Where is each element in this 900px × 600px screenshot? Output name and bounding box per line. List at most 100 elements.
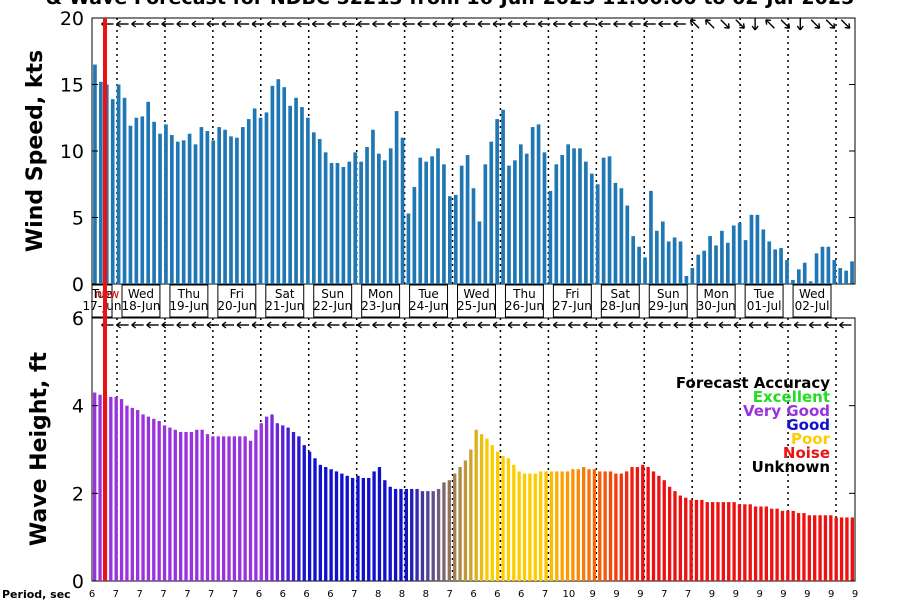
wind-bar	[205, 131, 210, 284]
direction-arrow	[221, 20, 235, 28]
wave-bar	[157, 421, 161, 581]
period-value: 9	[828, 589, 834, 600]
period-value: 9	[637, 589, 643, 600]
day-label-box	[409, 284, 449, 318]
direction-arrow	[116, 321, 129, 329]
wind-bar	[773, 249, 777, 284]
day-name: Wed	[463, 287, 489, 301]
wind-bar	[170, 135, 174, 284]
direction-arrow	[236, 321, 250, 329]
day-label-box	[744, 284, 784, 318]
wind-bar	[442, 164, 446, 284]
wave-bar	[710, 502, 715, 581]
wave-bar	[485, 438, 489, 581]
period-row: Period, sec 6 7 7 7 7 7 7 6 6 6 6 7 8 8 8 7 6 6 6 7 10 9 9 9 7 7 9…	[2, 588, 858, 600]
day-date: 01-Jul	[747, 299, 782, 313]
direction-arrow	[793, 321, 807, 329]
wind-bar	[448, 196, 452, 284]
wind-bar	[578, 148, 582, 284]
direction-arrow	[372, 321, 385, 329]
wave-bar	[522, 473, 527, 581]
wind-bar	[146, 101, 151, 284]
wind-bar	[477, 221, 482, 284]
direction-arrow	[748, 321, 762, 329]
wind-bar	[725, 242, 730, 284]
wind-bar	[678, 241, 683, 284]
direction-arrow	[673, 321, 686, 329]
wind-bar	[240, 127, 245, 284]
wind-bar	[530, 127, 535, 284]
wave-bar	[259, 423, 263, 581]
wave-bars	[93, 392, 854, 581]
period-value: 6	[327, 589, 333, 600]
direction-arrow	[810, 19, 821, 29]
wind-bar	[235, 137, 239, 284]
wave-bar	[340, 473, 344, 581]
direction-arrow	[704, 19, 715, 29]
period-value: 8	[423, 589, 429, 600]
wind-bar	[820, 246, 825, 284]
wind-bar	[643, 257, 647, 284]
direction-arrow	[780, 19, 791, 29]
period-value: 6	[494, 589, 500, 600]
wave-bar	[560, 471, 564, 581]
day-label-box	[457, 284, 496, 318]
wave-bar	[130, 407, 134, 581]
wind-bar	[548, 190, 553, 284]
y-tick-label: 6	[72, 308, 84, 330]
wind-bar	[223, 129, 227, 284]
wave-bar	[603, 471, 607, 581]
wind-bar	[152, 121, 156, 285]
period-value: 7	[113, 589, 119, 600]
wave-bar	[447, 480, 451, 581]
legend-item: Poor	[791, 430, 831, 448]
direction-arrow	[643, 321, 656, 329]
wave-bar	[114, 396, 118, 581]
wave-bar	[791, 510, 795, 581]
wave-bar	[565, 471, 570, 581]
wind-bar	[731, 225, 736, 284]
direction-arrow	[176, 20, 189, 28]
direction-arrow	[327, 321, 340, 329]
wind-bar	[785, 260, 789, 284]
wave-bar	[850, 517, 854, 581]
direction-arrow	[176, 321, 189, 329]
legend-item: Very Good	[743, 402, 830, 420]
period-value: 6	[470, 589, 476, 600]
wave-bar	[318, 464, 323, 581]
direction-arrow	[281, 20, 295, 28]
wave-bar	[243, 436, 247, 581]
wave-bar	[834, 517, 838, 581]
direction-arrow	[311, 20, 325, 28]
wave-bar	[356, 475, 360, 581]
direction-arrow	[477, 321, 491, 329]
wave-bar	[775, 508, 779, 581]
wind-bar	[400, 137, 405, 284]
wind-bar	[660, 221, 665, 284]
wave-bar	[361, 477, 366, 581]
wind-bar	[246, 119, 251, 284]
direction-arrow	[387, 321, 400, 329]
wave-bar	[592, 469, 597, 581]
wind-bar	[631, 236, 636, 284]
wave-bar	[420, 491, 425, 581]
wind-bar	[637, 246, 641, 284]
wind-bar	[607, 156, 612, 284]
wave-bar	[383, 480, 387, 581]
day-date: 26-Jun	[505, 299, 544, 313]
wave-bar	[238, 436, 242, 581]
wind-bar	[329, 162, 334, 284]
period-value: 9	[852, 589, 858, 600]
wind-bar	[761, 229, 766, 284]
y-tick-label: 2	[72, 483, 84, 505]
day-date: 21-Jun	[265, 299, 304, 313]
y-tick-label: 0	[72, 274, 84, 296]
wind-bar	[347, 161, 352, 284]
wind-bar	[595, 184, 600, 284]
direction-arrow	[825, 19, 836, 29]
wave-bar	[576, 469, 580, 581]
wind-bar	[542, 152, 547, 284]
